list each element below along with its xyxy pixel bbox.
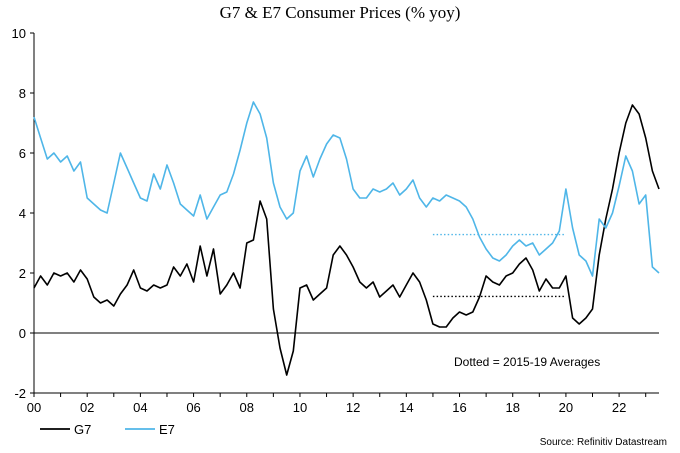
y-tick-label: 6 (19, 146, 26, 161)
y-tick-label: 10 (12, 26, 26, 41)
x-tick-label: 14 (399, 400, 413, 415)
x-tick-label: 20 (559, 400, 573, 415)
chart-title: G7 & E7 Consumer Prices (% yoy) (220, 3, 461, 22)
x-tick-label: 10 (293, 400, 307, 415)
series-line-e7 (33, 101, 660, 277)
x-tick-label: 18 (505, 400, 519, 415)
x-tick-label: 02 (80, 400, 94, 415)
series-line-g7 (33, 104, 660, 376)
x-tick-label: 00 (27, 400, 41, 415)
y-tick-label: 2 (19, 266, 26, 281)
y-tick-label: 0 (19, 326, 26, 341)
y-tick-label: 4 (19, 206, 26, 221)
x-tick-label: 22 (612, 400, 626, 415)
legend-label-e7: E7 (159, 422, 175, 437)
x-tick-label: 04 (133, 400, 147, 415)
y-tick-label: -2 (14, 386, 26, 401)
x-tick-label: 12 (346, 400, 360, 415)
x-tick-label: 08 (240, 400, 254, 415)
series-layer (33, 101, 660, 376)
dotted-annotation: Dotted = 2015-19 Averages (454, 355, 600, 369)
source-note: Source: Refinitiv Datastream (540, 437, 667, 448)
legend-label-g7: G7 (74, 422, 91, 437)
legend: G7 E7 (40, 422, 175, 437)
y-tick-label: 8 (19, 86, 26, 101)
x-tick-label: 16 (452, 400, 466, 415)
x-tick-label: 06 (186, 400, 200, 415)
